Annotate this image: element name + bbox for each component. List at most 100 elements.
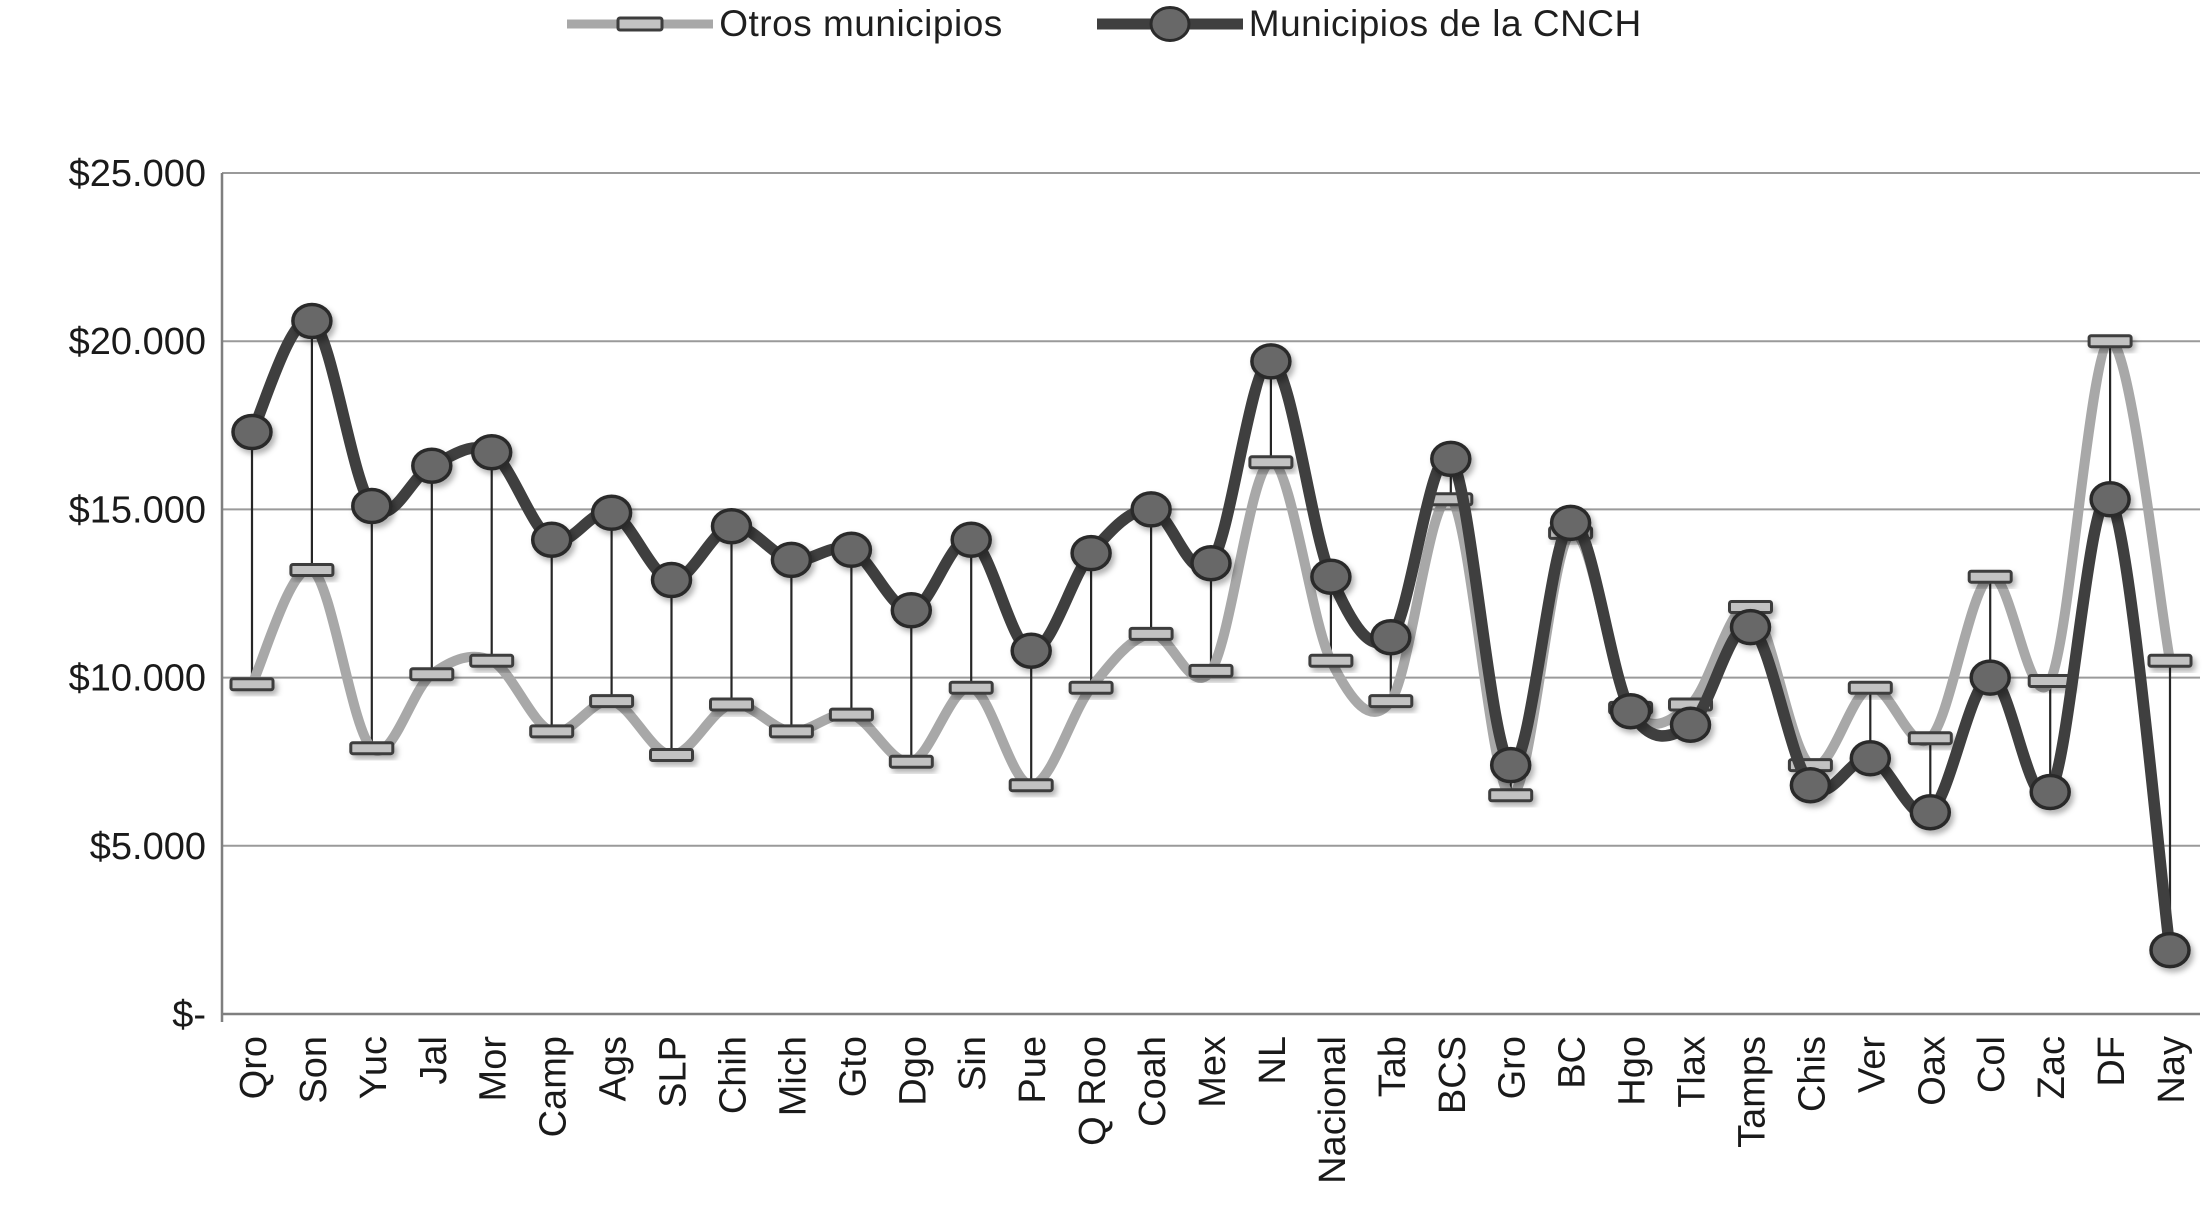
marker-cnch-BCS	[1430, 440, 1472, 478]
x-tick-label-Son: Son	[293, 1036, 335, 1104]
marker-otros-Nacional	[1308, 653, 1354, 668]
x-tick-label-Tlax: Tlax	[1672, 1036, 1714, 1108]
y-tick-label-20000: $20.000	[69, 321, 206, 363]
marker-cnch-Q Roo	[1070, 534, 1112, 572]
x-tick-label-Tamps: Tamps	[1732, 1036, 1774, 1148]
marker-cnch-Nay	[2149, 931, 2191, 969]
x-tick-label-BC: BC	[1552, 1036, 1594, 1089]
x-tick-label-Mor: Mor	[473, 1036, 515, 1102]
y-tick-label-10000: $10.000	[69, 658, 206, 700]
x-axis-labels: Qro Son Yuc Jal Mor Camp Ags SLP Chih Mich Gto Dgo S…	[233, 1036, 2193, 1184]
marker-cnch-Pue	[1010, 632, 1052, 669]
axes	[220, 173, 2200, 1022]
legend-item-cnch: Municipios de la CNCH	[1095, 2, 1642, 46]
x-tick-label-Q Roo: Q Roo	[1072, 1036, 1114, 1146]
marker-otros-SLP	[649, 748, 694, 762]
x-tick-label-Nacional: Nacional	[1312, 1036, 1354, 1184]
marker-cnch-Mex	[1190, 544, 1232, 582]
x-tick-label-Tab: Tab	[1372, 1036, 1414, 1097]
marker-cnch-SLP	[650, 561, 693, 599]
marker-otros-Gto	[828, 707, 874, 722]
gridlines	[222, 172, 2200, 847]
x-tick-label-Chis: Chis	[1791, 1036, 1833, 1112]
x-tick-label-Qro: Qro	[233, 1036, 275, 1099]
marker-otros-Tab	[1368, 694, 1414, 709]
marker-otros-Coah	[1128, 626, 1174, 641]
x-tick-label-Pue: Pue	[1012, 1036, 1054, 1104]
legend-item-otros: Otros municipios	[565, 2, 1003, 46]
x-tick-label-Mich: Mich	[772, 1036, 814, 1116]
marker-cnch-Chis	[1789, 766, 1832, 804]
x-tick-label-Dgo: Dgo	[892, 1036, 934, 1106]
x-tick-label-Chih: Chih	[713, 1036, 755, 1114]
marker-cnch-Yuc	[351, 487, 393, 525]
marker-otros-Zac	[2027, 674, 2073, 688]
otros-swatch-marker	[616, 16, 664, 32]
marker-cnch-Nacional	[1310, 558, 1352, 595]
marker-otros-Pue	[1008, 778, 1054, 793]
marker-otros-Dgo	[888, 754, 934, 769]
marker-otros-Nay	[2147, 653, 2193, 668]
y-axis-labels: $- $5.000 $10.000 $15.000 $20.000 $25.000	[69, 153, 206, 1036]
marker-cnch-Hgo	[1609, 692, 1652, 730]
marker-cnch-Sin	[950, 521, 992, 558]
marker-otros-Son	[289, 563, 335, 577]
x-tick-label-NL: NL	[1252, 1036, 1294, 1085]
marker-cnch-Tlax	[1669, 706, 1712, 743]
marker-cnch-Ags	[590, 494, 633, 532]
x-tick-label-DF: DF	[2091, 1036, 2133, 1087]
x-tick-label-Ags: Ags	[593, 1036, 635, 1101]
marker-cnch-Oax	[1909, 793, 1952, 831]
marker-otros-Camp	[529, 724, 575, 739]
y-tick-label-5000: $5.000	[90, 826, 206, 868]
marker-cnch-Coah	[1130, 491, 1172, 528]
y-tick-label-15000: $15.000	[69, 489, 206, 531]
marker-cnch-DF	[2089, 481, 2131, 518]
y-tick-label-0: $-	[172, 994, 206, 1036]
marker-otros-Q Roo	[1068, 680, 1114, 695]
series-cnch	[231, 302, 2191, 969]
x-tick-label-Camp: Camp	[533, 1036, 575, 1137]
marker-cnch-BC	[1549, 504, 1592, 542]
marker-cnch-Tamps	[1729, 608, 1772, 646]
high-low-lines	[250, 321, 2172, 951]
y-tick-label-25000: $25.000	[69, 153, 206, 195]
x-tick-label-Col: Col	[1971, 1036, 2013, 1093]
series-otros-municipios	[229, 334, 2193, 803]
marker-otros-Sin	[948, 680, 994, 695]
marker-otros-Oax	[1907, 731, 1953, 746]
marker-cnch-Mich	[770, 541, 813, 579]
x-tick-label-Mex: Mex	[1192, 1036, 1234, 1108]
marker-cnch-Chih	[710, 507, 753, 545]
marker-cnch-Col	[1969, 659, 2011, 696]
marker-cnch-Ver	[1849, 740, 1892, 777]
marker-otros-Mor	[469, 653, 515, 668]
marker-cnch-Dgo	[890, 592, 933, 629]
x-tick-label-Gto: Gto	[832, 1036, 874, 1097]
cnch-series-swatch-icon	[1096, 6, 1243, 42]
x-tick-label-Jal: Jal	[413, 1036, 455, 1085]
x-tick-label-SLP: SLP	[653, 1036, 695, 1108]
marker-cnch-Gto	[830, 531, 873, 569]
marker-otros-DF	[2087, 334, 2133, 349]
marker-otros-Ver	[1847, 680, 1893, 695]
x-tick-label-Nay: Nay	[2151, 1036, 2193, 1104]
x-tick-label-Sin: Sin	[952, 1036, 994, 1091]
x-tick-label-Gro: Gro	[1492, 1036, 1534, 1099]
marker-otros-Yuc	[349, 741, 395, 756]
marker-otros-Gro	[1488, 788, 1534, 803]
marker-otros-Jal	[409, 667, 455, 682]
x-tick-label-Oax: Oax	[1911, 1036, 1953, 1106]
marker-otros-Mex	[1188, 663, 1234, 678]
marker-otros-Chih	[709, 697, 754, 712]
otros-series-swatch-icon	[567, 16, 714, 32]
marker-otros-Col	[1967, 569, 2013, 584]
marker-cnch-Gro	[1489, 746, 1532, 784]
x-tick-label-Coah: Coah	[1132, 1036, 1174, 1127]
marker-cnch-Camp	[530, 521, 573, 558]
marker-cnch-NL	[1250, 343, 1292, 380]
x-tick-label-Ver: Ver	[1851, 1036, 1893, 1093]
marker-cnch-Zac	[2029, 773, 2071, 811]
x-tick-label-Hgo: Hgo	[1612, 1036, 1654, 1106]
